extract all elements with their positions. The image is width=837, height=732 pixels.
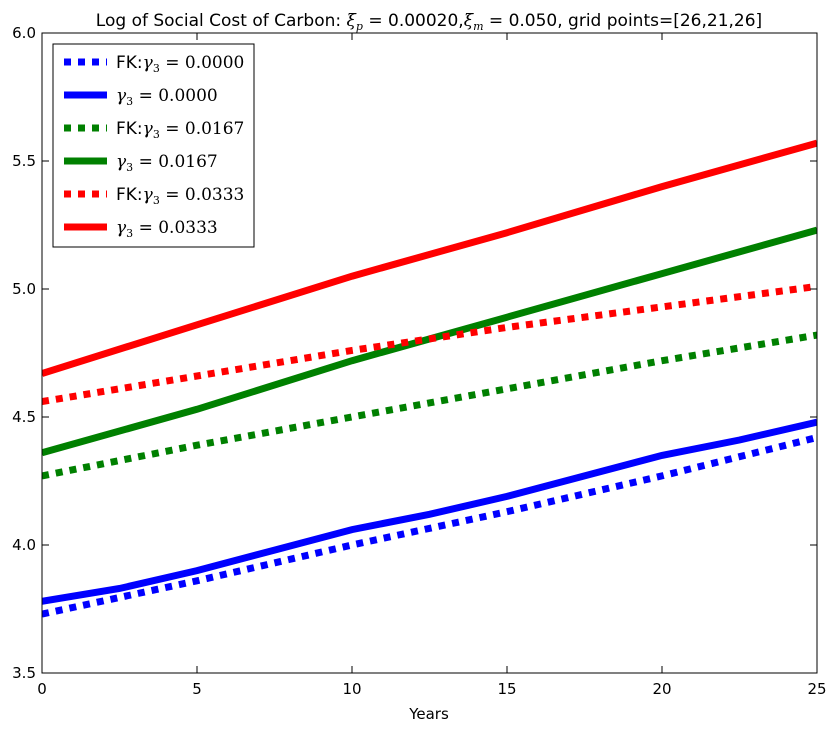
x-tick-label: 15 (497, 680, 516, 698)
ticks-layer: 0 5 10 15 20 25 3.5 4.0 4.5 5.0 5.5 6.0 (12, 24, 826, 698)
legend-label-2: γ3 = 0.0000 (116, 86, 218, 108)
y-tick-label: 3.5 (12, 664, 36, 682)
series-line-3 (42, 331, 817, 480)
legend-box (52, 43, 255, 248)
y-tick-label: 5.5 (12, 152, 36, 170)
x-tick-label: 5 (192, 680, 202, 698)
legend-label-1: FK:γ3 = 0.0000 (116, 53, 244, 75)
series-line-6 (42, 139, 817, 377)
legend: FK:γ3 = 0.0000 γ3 = 0.0000 FK:γ3 = 0.0167 γ… (52, 43, 255, 248)
x-tick-label: 0 (37, 680, 47, 698)
x-tick-label: 25 (807, 680, 826, 698)
plot-frame (41, 32, 818, 674)
legend-label-5: FK:γ3 = 0.0333 (116, 185, 244, 207)
x-tick-label: 10 (342, 680, 361, 698)
y-tick-label: 4.5 (12, 408, 36, 426)
series-line-5 (42, 282, 817, 406)
series-line-1 (42, 434, 817, 618)
legend-label-6: γ3 = 0.0333 (116, 218, 218, 240)
x-axis-label: Years (408, 705, 449, 723)
legend-label-3: FK:γ3 = 0.0167 (116, 119, 244, 141)
y-tick-label: 6.0 (12, 24, 36, 42)
series-layer (42, 139, 817, 618)
chart-title: Log of Social Cost of Carbon: ξp = 0.000… (96, 11, 762, 33)
x-tick-label: 20 (652, 680, 671, 698)
y-tick-label: 4.0 (12, 536, 36, 554)
y-tick-label: 5.0 (12, 280, 36, 298)
legend-label-4: γ3 = 0.0167 (116, 152, 218, 174)
series-line-2 (42, 418, 817, 605)
